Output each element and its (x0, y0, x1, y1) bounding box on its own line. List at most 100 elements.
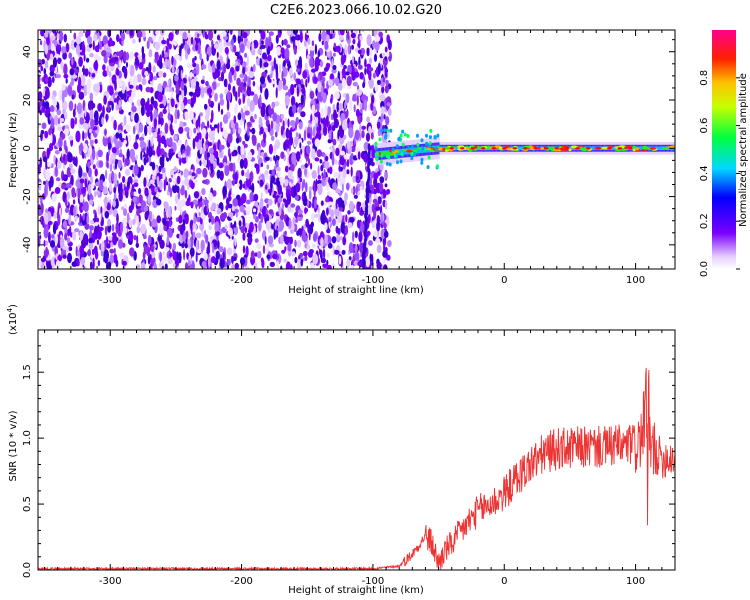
noise-speck (152, 76, 158, 81)
noise-speck (139, 123, 144, 133)
noise-speck (50, 105, 55, 113)
noise-speck (38, 258, 42, 267)
noise-speck (320, 257, 327, 264)
noise-speck (222, 251, 225, 260)
noise-speck (273, 155, 276, 162)
noise-speck (294, 40, 300, 46)
noise-speck (252, 64, 256, 73)
noise-speck (376, 244, 382, 254)
noise-speck (151, 175, 156, 180)
noise-speck (79, 202, 84, 213)
noise-speck (83, 122, 89, 130)
noise-speck (237, 127, 242, 135)
noise-speck (76, 249, 81, 257)
noise-speck (87, 35, 92, 45)
noise-speck (166, 235, 170, 246)
noise-speck (295, 182, 301, 193)
noise-speck (349, 99, 353, 112)
noise-speck (205, 133, 209, 138)
noise-speck (162, 172, 166, 180)
noise-speck (382, 77, 386, 83)
noise-speck (239, 205, 245, 213)
onset-spot (429, 135, 432, 140)
noise-speck (174, 54, 180, 60)
noise-speck (372, 72, 376, 79)
noise-speck (236, 182, 240, 188)
noise-speck (369, 176, 372, 186)
noise-speck (323, 168, 326, 181)
noise-speck (136, 73, 142, 83)
noise-speck (123, 139, 127, 145)
noise-speck (216, 156, 220, 166)
noise-speck (313, 198, 317, 209)
noise-speck (149, 71, 154, 82)
noise-speck (192, 231, 196, 240)
noise-speck (157, 235, 162, 242)
snr-series-line (38, 367, 675, 570)
noise-speck (190, 175, 195, 182)
noise-speck (168, 137, 173, 148)
noise-speck (182, 153, 186, 159)
y-tick-label: -40 (22, 237, 33, 253)
noise-speck (218, 162, 224, 169)
noise-speck (161, 50, 165, 59)
x-tick-label: -100 (362, 275, 385, 286)
noise-speck (376, 261, 382, 269)
noise-speck (188, 34, 191, 47)
noise-speck (159, 179, 163, 191)
noise-speck (60, 61, 64, 70)
noise-speck (113, 119, 117, 131)
noise-speck (373, 230, 378, 238)
noise-speck (94, 190, 97, 198)
noise-speck (265, 209, 269, 215)
noise-speck (143, 244, 147, 255)
noise-speck (207, 256, 211, 268)
ridge-inner (400, 148, 402, 155)
noise-speck (311, 170, 317, 179)
noise-speck (234, 262, 239, 269)
noise-speck (248, 77, 251, 87)
noise-speck (96, 190, 101, 196)
noise-speck (260, 192, 263, 200)
noise-speck (38, 59, 43, 68)
noise-speck (365, 132, 371, 142)
noise-speck (174, 108, 179, 121)
noise-speck (112, 209, 118, 217)
noise-speck (328, 205, 331, 215)
noise-speck (368, 240, 373, 246)
noise-speck (260, 105, 266, 118)
noise-speck (58, 89, 63, 101)
noise-speck (113, 186, 117, 194)
noise-speck (144, 124, 148, 137)
noise-speck (300, 94, 304, 105)
noise-speck (220, 127, 224, 132)
noise-speck (244, 122, 248, 132)
noise-speck (172, 184, 178, 194)
noise-speck (88, 67, 93, 73)
noise-speck (168, 58, 171, 70)
noise-speck (278, 63, 282, 74)
noise-speck (320, 164, 324, 172)
noise-speck (280, 127, 284, 136)
noise-speck (40, 40, 43, 46)
noise-speck (81, 206, 86, 211)
noise-speck (211, 215, 215, 225)
noise-speck (111, 170, 115, 182)
noise-speck (217, 102, 221, 113)
noise-speck (376, 221, 381, 230)
noise-speck (226, 99, 230, 111)
noise-speck (116, 179, 119, 188)
noise-speck (284, 230, 287, 236)
noise-speck (178, 252, 182, 264)
noise-speck (50, 133, 53, 144)
noise-speck (150, 245, 155, 253)
noise-speck (298, 56, 302, 68)
noise-speck (69, 68, 75, 76)
noise-speck (213, 124, 218, 129)
noise-speck (357, 151, 361, 160)
noise-speck (232, 256, 237, 262)
noise-speck (334, 91, 340, 100)
noise-speck (339, 70, 343, 82)
noise-speck (97, 103, 103, 112)
